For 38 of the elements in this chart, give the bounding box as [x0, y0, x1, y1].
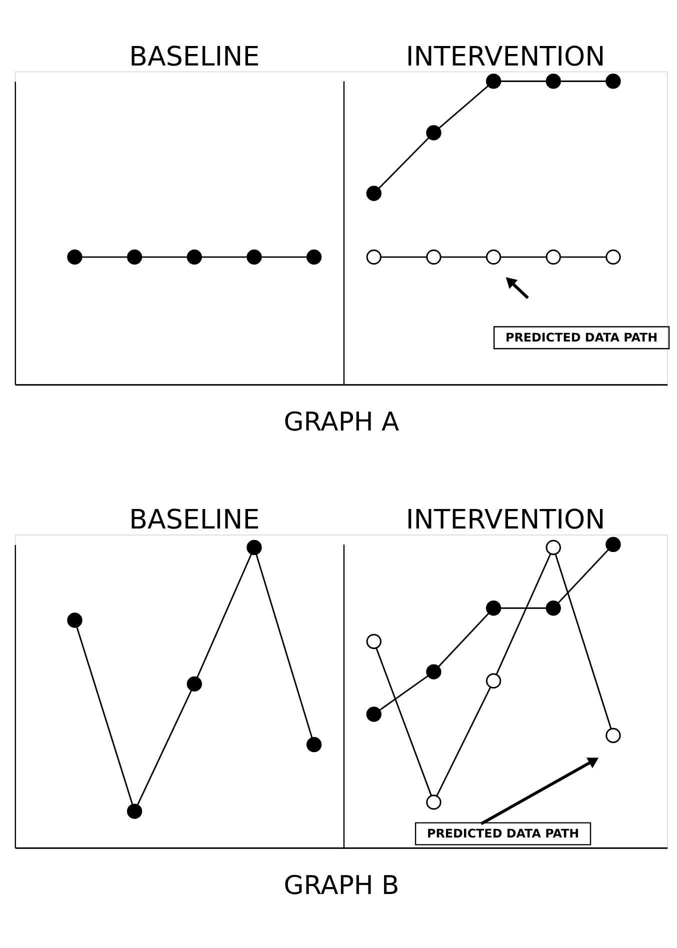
point [67, 612, 82, 628]
point [606, 74, 621, 89]
point [426, 664, 442, 680]
point [426, 794, 442, 810]
point [366, 634, 382, 650]
point [426, 249, 442, 265]
x-axis-title: GRAPH A [284, 408, 400, 438]
point [546, 249, 561, 265]
point [486, 600, 502, 616]
point [246, 249, 262, 265]
point [486, 249, 502, 265]
text: INTERVENTION [406, 41, 606, 72]
text: BASELINE [129, 41, 260, 72]
point [126, 249, 142, 265]
annotation: PREDICTED DATA PATH [426, 826, 580, 841]
point [126, 804, 142, 819]
point [546, 600, 561, 616]
point [306, 736, 322, 752]
point [366, 249, 382, 265]
point [366, 186, 382, 201]
point [606, 536, 621, 552]
point [246, 540, 262, 556]
point [486, 673, 502, 688]
point [546, 540, 561, 556]
annotation: PREDICTED DATA PATH [506, 330, 658, 345]
point [426, 125, 442, 140]
point [366, 706, 382, 722]
point [606, 728, 621, 744]
point [486, 74, 502, 89]
point [306, 249, 322, 265]
text: BASELINE [129, 504, 260, 536]
point [186, 676, 202, 692]
point [186, 249, 202, 265]
point [546, 74, 561, 89]
x-axis-title: GRAPH B [284, 870, 400, 901]
text: INTERVENTION [406, 504, 606, 536]
point [67, 249, 82, 265]
point [606, 249, 621, 265]
